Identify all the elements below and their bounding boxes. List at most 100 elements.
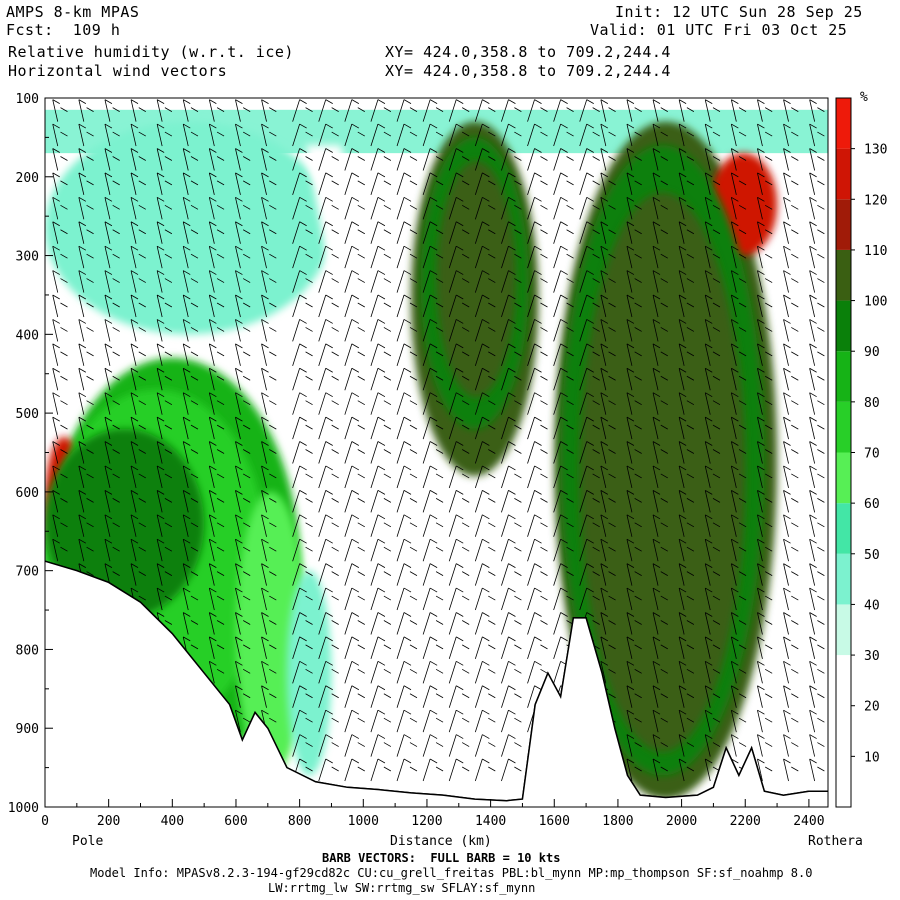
wind-barb [730, 685, 747, 708]
wind-barb [130, 148, 146, 171]
wind-barb [208, 490, 225, 513]
wind-barb [704, 343, 721, 366]
wind-barb [704, 612, 721, 635]
wind-barb [156, 245, 173, 269]
colorbar-label: 100 [864, 295, 887, 310]
wind-barb [235, 465, 251, 489]
wind-barb [626, 148, 642, 171]
wind-barb [652, 758, 668, 782]
wind-barb [600, 490, 616, 513]
wind-barb [809, 587, 825, 611]
wind-barb [370, 490, 392, 513]
wind-barb [474, 123, 496, 147]
wind-barb [261, 319, 277, 342]
wind-barb [730, 538, 747, 562]
wind-barb [396, 319, 418, 342]
colorbar-label: 80 [864, 396, 880, 411]
y-tick-label: 1000 [8, 801, 39, 816]
wind-barb [783, 685, 799, 708]
wind-barb [600, 392, 616, 415]
wind-barb [553, 221, 574, 244]
x-tick-label: 1600 [539, 814, 570, 829]
wind-barb [344, 709, 365, 733]
wind-barb [318, 587, 339, 611]
wind-barb [730, 734, 747, 757]
wind-barb [809, 514, 825, 537]
wind-barb [809, 660, 825, 684]
wind-barb [448, 343, 470, 366]
wind-barb [527, 99, 548, 122]
wind-barb [527, 270, 548, 293]
wind-barb [52, 123, 68, 147]
rh-region [436, 161, 517, 398]
wind-barb [208, 123, 225, 147]
wind-barb [104, 343, 120, 366]
wind-barb [474, 99, 496, 122]
wind-barb [182, 343, 199, 366]
wind-barb [156, 294, 173, 318]
wind-barb [626, 734, 642, 757]
wind-barb [78, 123, 94, 147]
x-axis-label: Distance (km) [390, 834, 492, 849]
wind-barb [652, 636, 668, 659]
wind-barb [474, 294, 496, 318]
wind-barb [292, 416, 313, 440]
wind-barb [501, 172, 522, 196]
wind-barb [422, 367, 444, 391]
wind-barb [783, 465, 799, 489]
wind-barb [78, 538, 94, 562]
wind-barb [600, 196, 616, 220]
wind-barb [501, 758, 522, 782]
wind-barb [261, 99, 277, 122]
wind-barb [261, 636, 277, 659]
wind-barb [182, 367, 199, 391]
wind-barb [579, 99, 600, 122]
wind-barb [783, 123, 799, 147]
wind-barb [527, 416, 548, 440]
wind-barb [396, 587, 418, 611]
wind-barb [448, 514, 470, 537]
wind-barb [448, 294, 470, 318]
wind-barb [501, 221, 522, 244]
wind-barb [474, 465, 496, 489]
wind-barb [783, 709, 799, 733]
x-tick-label: 2200 [730, 814, 761, 829]
wind-barb [156, 587, 173, 611]
wind-barb [370, 709, 392, 733]
wind-barb [104, 294, 120, 318]
wind-barb [78, 416, 94, 440]
wind-barb [235, 636, 251, 659]
colorbar-swatch [836, 300, 851, 352]
wind-barb [396, 538, 418, 562]
wind-barb [527, 563, 548, 586]
wind-barb [730, 441, 747, 464]
wind-barb [652, 612, 668, 635]
wind-barb [344, 563, 365, 586]
wind-barb [292, 245, 313, 269]
x-tick-label: 400 [161, 814, 184, 829]
wind-barb [501, 563, 522, 586]
wind-barb [704, 416, 721, 440]
wind-barb [809, 148, 825, 171]
wind-barb [104, 270, 120, 293]
wind-barb [370, 270, 392, 293]
wind-barb [527, 612, 548, 635]
wind-barb [422, 123, 444, 147]
wind-barb [579, 441, 600, 464]
wind-barb [600, 514, 616, 537]
x-tick-label: 1000 [348, 814, 379, 829]
wind-barb [678, 172, 695, 195]
wind-barb [78, 343, 94, 366]
wind-barb [527, 172, 548, 196]
wind-barb [182, 392, 199, 415]
rh-dry-tongue [306, 145, 542, 768]
wind-barb [130, 319, 146, 342]
wind-barb [130, 221, 146, 244]
wind-barb [809, 685, 825, 708]
wind-barb [130, 416, 146, 440]
wind-barb [261, 612, 277, 635]
wind-barb [527, 465, 548, 489]
wind-barb [318, 294, 339, 318]
wind-barb [553, 392, 574, 415]
wind-barb [396, 734, 418, 757]
